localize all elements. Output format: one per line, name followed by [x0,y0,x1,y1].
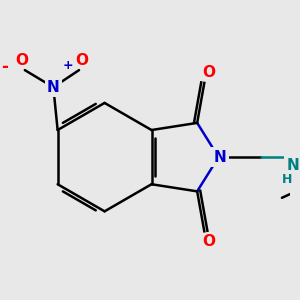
Text: O: O [16,52,28,68]
Text: -: - [2,58,8,76]
Text: N: N [286,158,299,173]
Text: O: O [202,234,215,249]
Text: +: + [62,59,73,72]
Text: O: O [75,52,88,68]
Text: N: N [47,80,60,95]
Text: H: H [282,173,292,187]
Text: N: N [214,150,226,165]
Text: O: O [202,65,215,80]
